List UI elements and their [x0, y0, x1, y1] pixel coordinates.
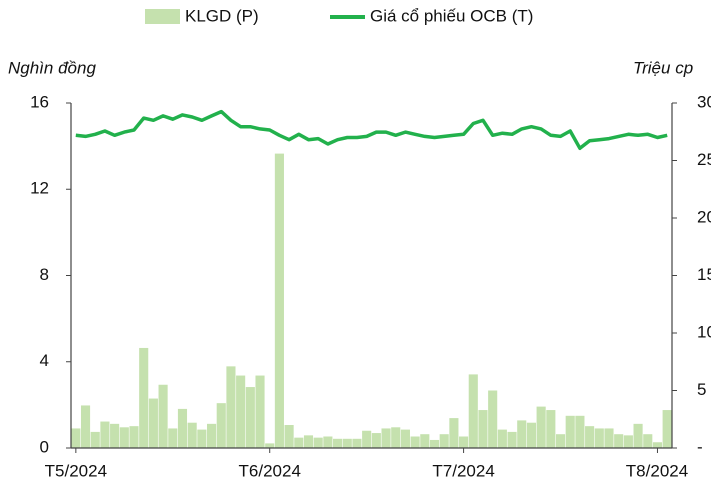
bar — [449, 418, 459, 448]
bar — [129, 426, 139, 448]
bar — [526, 422, 536, 448]
y2-tick-label: 10 — [697, 322, 711, 341]
x-tick-label: T7/2024 — [432, 461, 494, 480]
bar — [226, 366, 236, 448]
bar — [197, 429, 207, 448]
bar — [245, 387, 255, 448]
bar — [555, 434, 566, 448]
bar — [459, 436, 469, 448]
y2-tick-label: 5 — [697, 380, 706, 399]
bar — [468, 374, 478, 448]
bar — [381, 428, 391, 448]
bar — [177, 408, 188, 448]
bar — [139, 347, 149, 448]
bar — [168, 428, 178, 448]
bar — [274, 153, 284, 448]
y2-tick-label: 15 — [697, 265, 711, 284]
bar — [110, 423, 120, 448]
bar — [207, 423, 217, 448]
bar — [236, 375, 246, 448]
x-tick-label: T6/2024 — [239, 461, 301, 480]
y2-tick-label: 20 — [697, 207, 711, 226]
bar — [216, 403, 226, 448]
x-tick-label: T8/2024 — [626, 461, 688, 480]
bar — [71, 428, 81, 448]
bar — [362, 430, 372, 448]
bar — [536, 406, 546, 448]
bar — [352, 438, 362, 448]
bar — [604, 428, 614, 448]
y2-tick-label: - — [697, 437, 703, 456]
bar — [497, 429, 507, 448]
bar — [652, 442, 663, 448]
y2-axis-title: Triệu cp — [633, 58, 693, 77]
bar — [400, 429, 410, 448]
bar — [313, 437, 323, 448]
bar — [585, 426, 595, 448]
bar — [265, 443, 275, 448]
y-tick-label: 16 — [30, 92, 49, 111]
legend-label: Giá cổ phiếu OCB (T) — [370, 6, 533, 25]
bar — [633, 423, 643, 448]
bar — [507, 431, 517, 448]
line — [75, 109, 668, 151]
bar — [662, 410, 672, 448]
bar — [323, 436, 333, 448]
bar — [333, 438, 343, 448]
y-tick-label: 12 — [30, 179, 49, 198]
bar — [410, 436, 420, 448]
bar — [623, 435, 633, 448]
y2-tick-label: 30 — [697, 92, 711, 111]
y-axis-title: Nghìn đồng — [8, 58, 96, 77]
bar — [488, 390, 498, 448]
legend-label: KLGD (P) — [185, 6, 259, 25]
bar — [284, 425, 294, 448]
bar — [420, 434, 430, 448]
bar — [478, 410, 488, 448]
bar — [80, 405, 91, 448]
bar — [148, 398, 158, 448]
bar — [614, 434, 624, 448]
bar — [294, 437, 304, 448]
bar — [643, 434, 653, 448]
bar — [187, 422, 197, 448]
bar — [565, 415, 575, 448]
bar — [90, 431, 100, 448]
y2-tick-label: 25 — [697, 150, 711, 169]
bar — [158, 384, 168, 448]
bar — [517, 420, 527, 448]
bar — [594, 428, 604, 448]
bar — [439, 434, 449, 448]
y-tick-label: 0 — [40, 437, 49, 456]
legend-swatch — [145, 9, 180, 24]
bar — [546, 410, 556, 448]
bar — [391, 427, 401, 448]
x-tick-label: T5/2024 — [45, 461, 107, 480]
y-tick-label: 4 — [40, 351, 49, 370]
bar — [255, 375, 265, 448]
bar — [575, 415, 585, 448]
bar — [371, 433, 381, 448]
bar — [119, 427, 129, 448]
bar — [342, 438, 352, 448]
y-tick-label: 8 — [40, 265, 49, 284]
bar — [100, 421, 110, 448]
bar — [429, 439, 440, 448]
bar — [303, 435, 314, 448]
